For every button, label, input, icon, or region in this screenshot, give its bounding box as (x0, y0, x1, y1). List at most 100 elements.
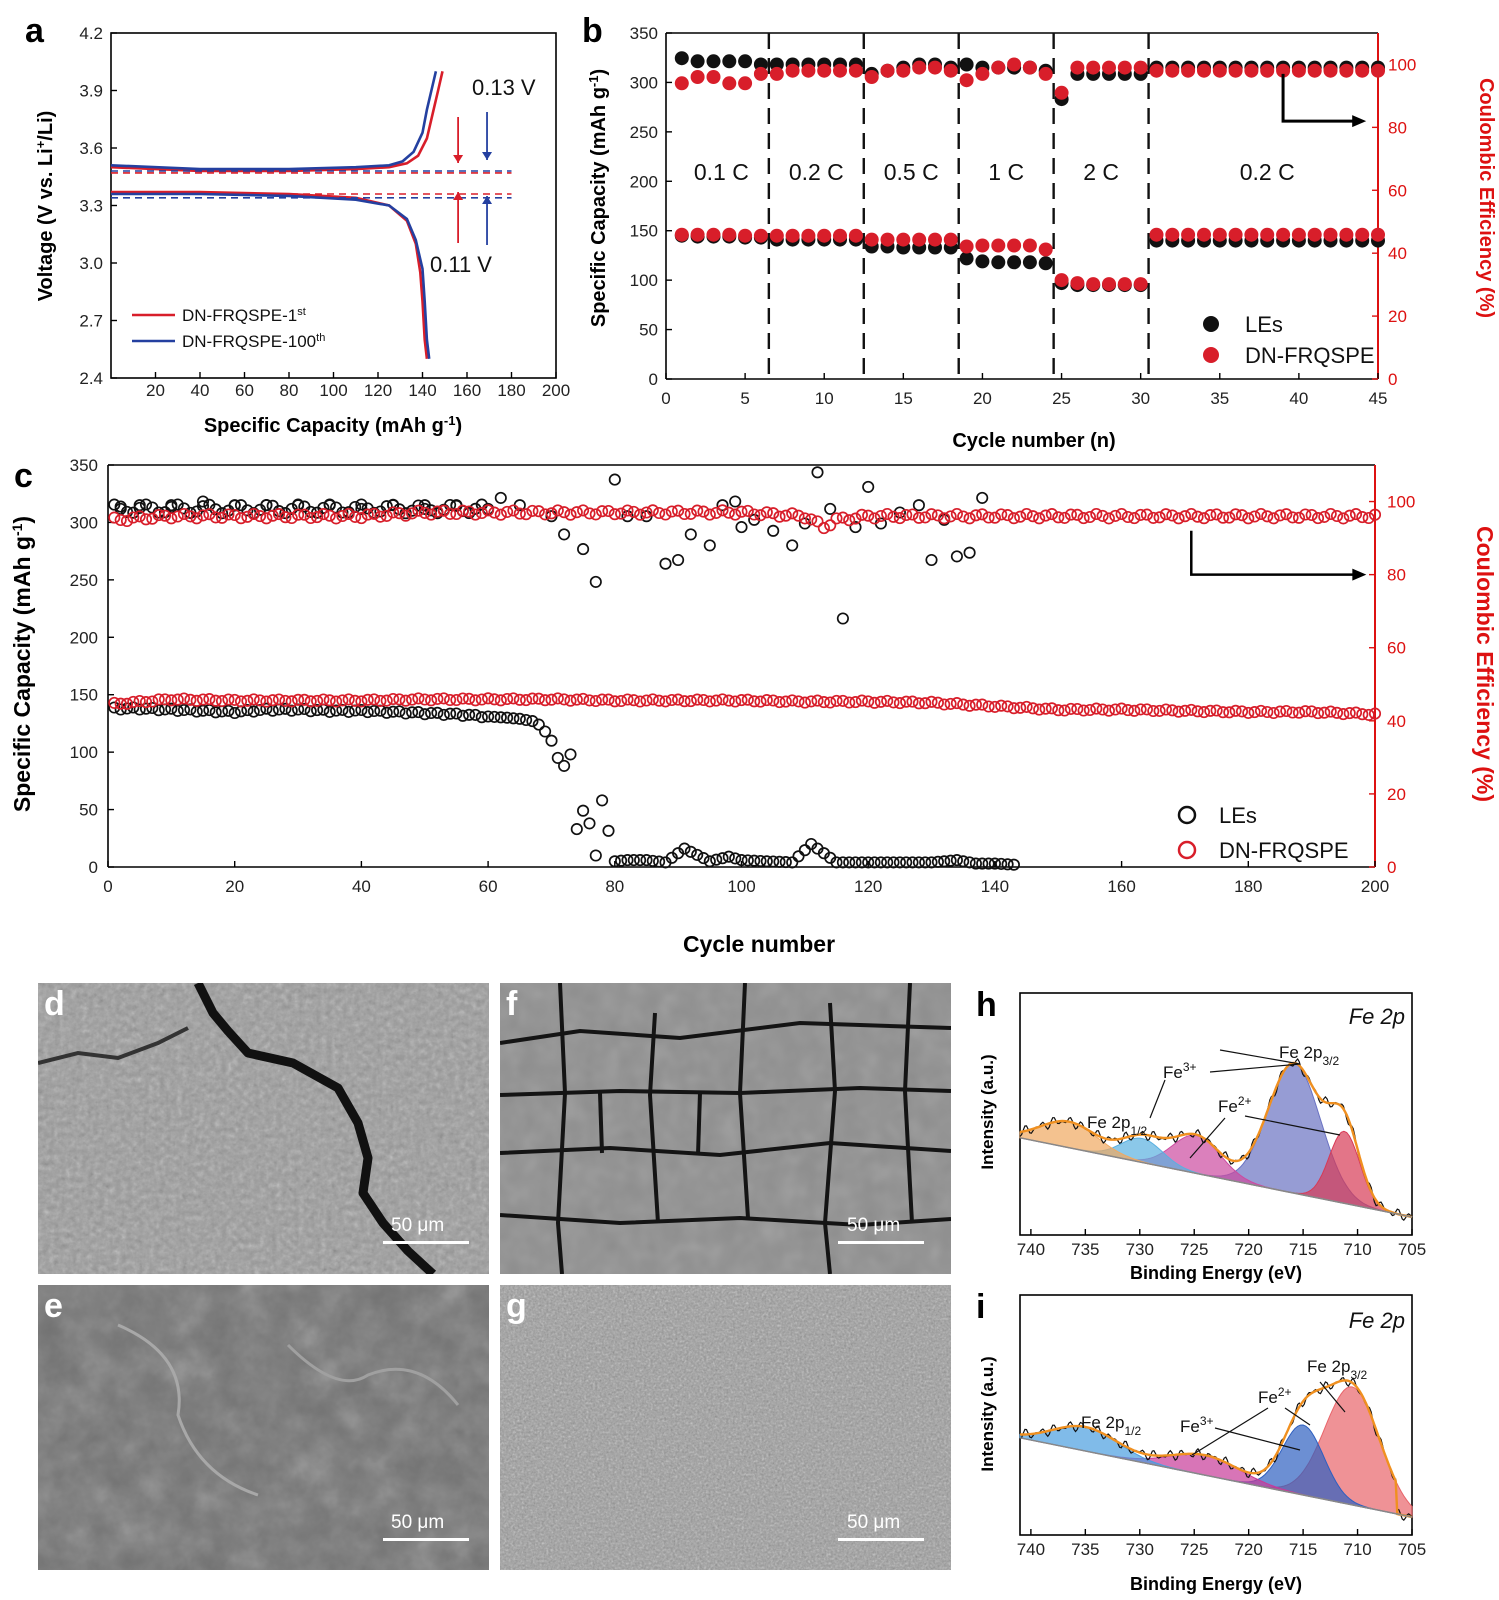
c-point-DN-FRQSPE-efficiency (463, 505, 476, 518)
b-point-DN-FRQSPE-capacity (1070, 276, 1085, 291)
c-point-LEs-capacity (374, 704, 387, 717)
b-point-DN-FRQSPE-efficiency (1228, 63, 1243, 78)
c-point-DN-FRQSPE-capacity (152, 693, 165, 706)
h-leader-line (1149, 1079, 1166, 1119)
b-point-DN-FRQSPE-capacity (912, 232, 927, 247)
c-point-LEs-capacity (203, 704, 216, 717)
c-point-LEs-capacity (463, 708, 476, 721)
c-point-DN-FRQSPE-capacity (1045, 702, 1058, 715)
b-point-LEs-capacity (975, 254, 990, 269)
c-point-LEs-capacity (539, 725, 552, 738)
c-point-DN-FRQSPE-efficiency (963, 512, 976, 525)
c-point-DN-FRQSPE-capacity (925, 695, 938, 708)
c-point-LEs-efficiency (215, 507, 229, 520)
c-point-LEs-capacity (323, 705, 336, 718)
c-point-LEs-capacity (330, 704, 343, 717)
c-point-DN-FRQSPE-efficiency (317, 508, 330, 521)
c-ytick-label: 0 (89, 858, 98, 877)
c-point-DN-FRQSPE-efficiency (634, 508, 647, 521)
c-point-LEs-capacity (177, 703, 191, 717)
c-point-LEs-capacity (241, 704, 254, 717)
a-ytick-label: 3.6 (79, 139, 103, 158)
c-point-DN-FRQSPE-efficiency (615, 507, 628, 520)
c-point-DN-FRQSPE-efficiency (1324, 507, 1337, 521)
c-point-DN-FRQSPE-capacity (260, 695, 273, 708)
c-point-DN-FRQSPE-efficiency (1064, 508, 1077, 521)
c-point-DN-FRQSPE-capacity (817, 696, 830, 709)
c-point-DN-FRQSPE-capacity (158, 693, 172, 706)
b-point-LEs-capacity (1007, 255, 1022, 270)
c-point-DN-FRQSPE-efficiency (1140, 508, 1153, 521)
b-point-DN-FRQSPE-capacity (1165, 227, 1180, 242)
b-point-DN-FRQSPE-efficiency (848, 63, 863, 78)
c-point-DN-FRQSPE-capacity (1102, 704, 1115, 717)
b-point-LEs-efficiency (674, 51, 689, 66)
h-label-fe3: Fe3+ (1163, 1060, 1197, 1082)
c-point-DN-FRQSPE-efficiency (247, 507, 260, 521)
c-point-DN-FRQSPE-capacity (1191, 705, 1204, 718)
c-point-DN-FRQSPE-efficiency (494, 508, 507, 521)
c-point-LEs-capacity (798, 844, 811, 857)
c-point-LEs-capacity (621, 854, 634, 867)
c-point-DN-FRQSPE-capacity (792, 695, 805, 708)
c-point-DN-FRQSPE-capacity (944, 697, 957, 710)
panel-b-data (674, 33, 1385, 379)
c-point-DN-FRQSPE-efficiency (311, 511, 324, 524)
c-point-LEs-capacity (494, 711, 507, 724)
c-point-DN-FRQSPE-capacity (1261, 705, 1274, 719)
c-point-DN-FRQSPE-efficiency (456, 504, 469, 517)
c-point-DN-FRQSPE-capacity (425, 694, 438, 707)
c-point-DN-FRQSPE-capacity (862, 695, 875, 708)
c-point-DN-FRQSPE-efficiency (1128, 512, 1141, 525)
c-point-DN-FRQSPE-efficiency (1356, 511, 1369, 524)
c-point-LEs-capacity (944, 854, 957, 867)
scalebar-d (383, 1241, 469, 1244)
xps-xtick-label: 740 (1017, 1240, 1045, 1259)
c-ytick-label: 200 (70, 628, 98, 647)
b-point-DN-FRQSPE-capacity (1197, 227, 1211, 242)
c-point-DN-FRQSPE-capacity (355, 695, 368, 708)
i-label-fe3: Fe3+ (1180, 1414, 1214, 1436)
b-point-DN-FRQSPE-efficiency (959, 73, 974, 88)
c-point-DN-FRQSPE-efficiency (830, 512, 843, 525)
c-point-LEs-capacity (444, 707, 457, 720)
c-point-LEs-capacity (900, 856, 913, 869)
c-point-DN-FRQSPE-capacity (215, 694, 229, 708)
c-point-DN-FRQSPE-capacity (349, 694, 362, 707)
c-point-DN-FRQSPE-capacity (646, 693, 659, 706)
c-ytick-label: 100 (70, 743, 98, 762)
c-point-DN-FRQSPE-efficiency (729, 508, 742, 521)
b-point-DN-FRQSPE-efficiency (1276, 63, 1291, 78)
h-leader-line (1244, 1115, 1341, 1136)
c-point-DN-FRQSPE-efficiency (215, 511, 229, 524)
c-point-DN-FRQSPE-efficiency (1223, 511, 1236, 524)
b-point-DN-FRQSPE-efficiency (1165, 63, 1180, 78)
legend-dnfrqspe: DN-FRQSPE (1245, 343, 1375, 368)
b-point-DN-FRQSPE-efficiency (1038, 66, 1053, 81)
c-point-DN-FRQSPE-efficiency (798, 512, 811, 525)
c-point-DN-FRQSPE-capacity (1014, 701, 1027, 714)
b-point-DN-FRQSPE-efficiency (943, 63, 958, 78)
i-leader-line (1191, 1407, 1269, 1456)
b-point-DN-FRQSPE-efficiency (1212, 63, 1227, 78)
c-point-DN-FRQSPE-efficiency (995, 508, 1008, 521)
c-point-DN-FRQSPE-efficiency (944, 510, 957, 523)
c-point-LEs-efficiency (849, 521, 862, 534)
c-point-LEs-efficiency (786, 539, 799, 552)
c-point-LEs-capacity (475, 711, 488, 724)
c-point-DN-FRQSPE-capacity (1140, 703, 1153, 716)
c-point-DN-FRQSPE-capacity (532, 692, 545, 705)
c-point-DN-FRQSPE-capacity (393, 693, 406, 706)
b-ytick-label: 350 (630, 24, 658, 43)
b-point-DN-FRQSPE-capacity (706, 227, 721, 242)
sem-texture-d (38, 983, 489, 1274)
c-point-DN-FRQSPE-capacity (1033, 703, 1046, 716)
c-point-DN-FRQSPE-efficiency (811, 515, 824, 528)
c-point-DN-FRQSPE-capacity (336, 694, 349, 707)
b-point-DN-FRQSPE-capacity (848, 228, 863, 243)
b-point-DN-FRQSPE-efficiency (1197, 63, 1211, 78)
c-point-LEs-capacity (722, 850, 735, 863)
c-point-DN-FRQSPE-efficiency (900, 508, 913, 522)
c-point-LEs-efficiency (608, 473, 621, 486)
b-point-DN-FRQSPE-efficiency (1102, 60, 1116, 75)
